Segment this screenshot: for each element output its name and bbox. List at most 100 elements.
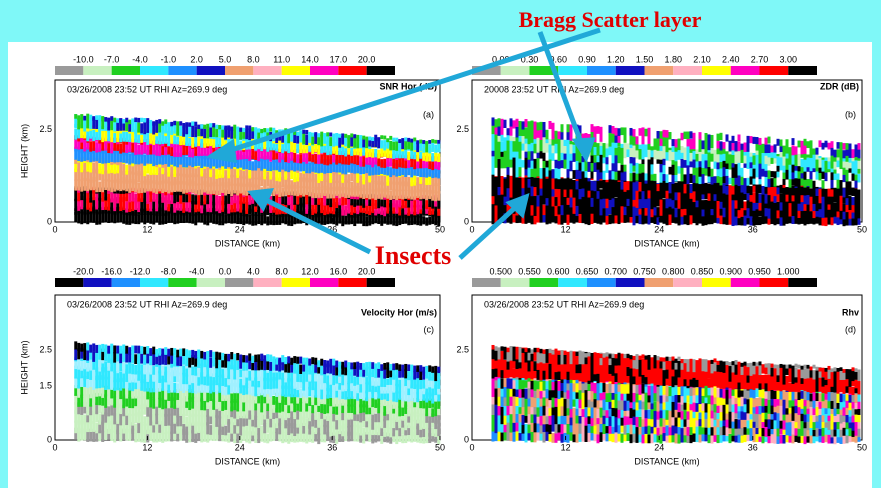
echo: [350, 136, 353, 146]
echo: [140, 165, 143, 175]
echo: [783, 139, 786, 146]
echo: [777, 202, 780, 211]
echo: [537, 158, 540, 170]
echo: [672, 183, 675, 192]
echo: [293, 356, 296, 363]
echo: [281, 187, 284, 196]
echo: [209, 177, 212, 187]
echo: [726, 134, 729, 141]
echo: [762, 207, 765, 217]
echo: [380, 216, 383, 226]
echo: [200, 184, 203, 195]
echo: [398, 149, 401, 159]
colorbar-label: 2.70: [751, 54, 769, 64]
echo: [395, 167, 398, 176]
echo: [383, 159, 386, 168]
echo: [161, 210, 164, 216]
echo: [326, 146, 329, 156]
echo: [296, 154, 299, 163]
echo: [711, 183, 714, 194]
echo: [600, 189, 603, 199]
echo: [287, 163, 290, 172]
echo: [501, 141, 504, 152]
echo: [257, 128, 260, 132]
echo: [849, 143, 852, 150]
echo: [101, 117, 104, 122]
echo: [251, 150, 254, 159]
echo: [119, 413, 122, 425]
echo: [717, 200, 720, 210]
echo: [416, 151, 419, 161]
echo: [218, 125, 221, 129]
echo: [543, 205, 546, 215]
echo: [308, 380, 311, 389]
echo: [260, 370, 263, 380]
echo: [143, 373, 146, 383]
echo: [197, 167, 200, 177]
echo: [134, 173, 137, 185]
echo: [227, 433, 230, 442]
echo: [215, 185, 218, 195]
echo: [669, 132, 672, 139]
echo: [296, 187, 299, 196]
echo: [552, 206, 555, 216]
echo: [804, 210, 807, 218]
echo: [254, 370, 257, 381]
echo: [176, 146, 179, 156]
echo: [110, 371, 113, 381]
colorbar-label: 3.00: [779, 54, 797, 64]
y-tick-label: 2.5: [456, 124, 469, 134]
echo: [762, 168, 765, 177]
echo: [74, 180, 77, 191]
echo: [77, 170, 80, 181]
echo: [347, 174, 350, 183]
x-tick-label: 12: [561, 224, 571, 234]
echo: [407, 152, 410, 161]
echo: [98, 152, 101, 163]
echo: [822, 180, 825, 188]
echo: [293, 362, 296, 373]
echo: [173, 156, 176, 166]
echo: [858, 143, 861, 150]
echo: [269, 362, 272, 371]
echo: [374, 183, 377, 192]
echo: [77, 387, 80, 397]
echo: [714, 139, 717, 150]
echo: [687, 164, 690, 175]
echo: [522, 121, 525, 129]
echo: [251, 370, 254, 380]
echo: [344, 148, 347, 157]
echo: [576, 160, 579, 170]
echo: [161, 365, 164, 375]
echo: [230, 360, 233, 370]
echo: [410, 177, 413, 186]
echo: [792, 186, 795, 195]
echo: [492, 156, 495, 167]
echo: [501, 119, 504, 127]
echo: [146, 118, 149, 122]
echo: [371, 385, 374, 394]
echo: [320, 366, 323, 376]
echo: [377, 150, 380, 159]
colorbar-cell: [731, 66, 760, 75]
echo: [146, 164, 149, 174]
echo: [534, 205, 537, 216]
echo: [419, 140, 422, 144]
echo: [407, 177, 410, 187]
echo: [377, 137, 380, 141]
echo: [341, 362, 344, 369]
echo: [122, 119, 125, 124]
echo: [230, 127, 233, 131]
echo: [413, 138, 416, 142]
echo: [362, 427, 365, 436]
echo: [242, 128, 245, 132]
echo: [365, 139, 368, 148]
echo: [774, 137, 777, 144]
echo: [323, 205, 326, 215]
echo: [744, 168, 747, 178]
echo: [134, 210, 137, 216]
echo: [374, 434, 377, 442]
echo: [266, 378, 269, 389]
echo: [287, 417, 290, 426]
